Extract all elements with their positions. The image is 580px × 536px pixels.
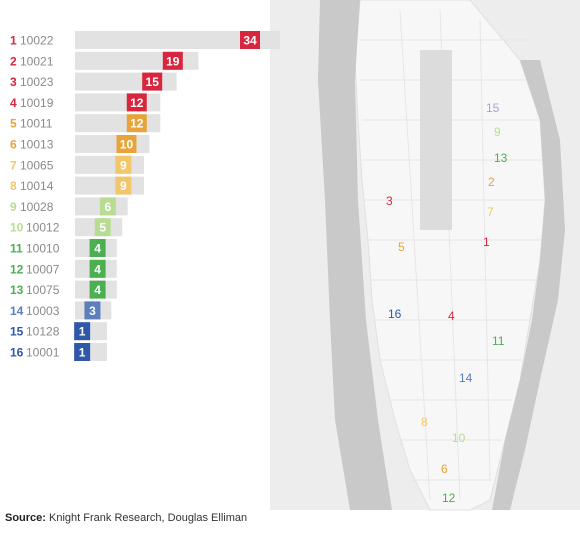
map-zip-label: 6 (441, 462, 448, 476)
data-label: 4 (94, 242, 101, 256)
category-label: 10007 (26, 262, 60, 276)
rank-label: 14 (10, 304, 24, 318)
rank-label: 12 (10, 262, 24, 276)
rank-label: 8 (10, 179, 17, 193)
bar-background (75, 155, 144, 174)
category-label: 10010 (26, 242, 60, 256)
category-label: 10075 (26, 283, 60, 297)
rank-label: 16 (10, 346, 24, 360)
bar (94, 218, 111, 237)
category-label: 10065 (20, 158, 54, 172)
bar (89, 259, 106, 278)
bar (162, 51, 183, 70)
map-zip-label: 13 (494, 151, 508, 165)
data-label: 12 (130, 96, 144, 110)
rank-label: 2 (10, 54, 17, 68)
rank-label: 9 (10, 200, 17, 214)
data-label: 4 (94, 283, 101, 297)
data-label: 4 (94, 262, 101, 276)
category-label: 10014 (20, 179, 54, 193)
map-zip-label: 16 (388, 307, 402, 321)
map-zip-label: 12 (442, 491, 456, 505)
rank-label: 7 (10, 158, 17, 172)
bar (89, 280, 106, 299)
data-label: 19 (166, 54, 180, 68)
map-zip-label: 11 (492, 334, 505, 348)
rank-label: 11 (10, 242, 23, 256)
source-label: Source: (5, 512, 46, 524)
data-label: 6 (105, 200, 112, 214)
bar (74, 322, 91, 341)
map-zip-label: 4 (448, 309, 455, 323)
rank-label: 15 (10, 325, 24, 339)
bar (240, 31, 260, 49)
bar (116, 135, 137, 153)
map-zip-label: 8 (421, 415, 428, 429)
bar (99, 197, 116, 216)
bar-background (75, 176, 144, 195)
category-label: 10001 (26, 346, 60, 360)
bar (84, 301, 101, 320)
category-label: 10012 (26, 221, 60, 235)
map-zip-label: 1 (483, 235, 490, 249)
bar (115, 155, 132, 174)
data-label: 15 (146, 75, 160, 89)
rank-label: 4 (10, 96, 17, 110)
bar-background (75, 31, 280, 49)
map-zip-label: 9 (494, 125, 501, 139)
rank-label: 6 (10, 138, 17, 152)
map-zip-label: 14 (459, 371, 473, 385)
map-zip-label: 7 (487, 205, 494, 219)
category-label: 10022 (20, 34, 54, 48)
map-zip-label: 5 (398, 240, 405, 254)
data-label: 1 (79, 325, 86, 339)
category-label: 10028 (20, 200, 54, 214)
data-label: 34 (243, 34, 257, 48)
bar-background (75, 114, 161, 133)
rank-label: 13 (10, 283, 24, 297)
map-zip-label: 3 (386, 194, 393, 208)
data-label: 10 (120, 138, 134, 152)
category-label: 10011 (20, 117, 53, 131)
category-label: 10019 (20, 96, 54, 110)
bar (74, 343, 91, 361)
data-label: 3 (89, 304, 96, 318)
street-grid (360, 9, 544, 501)
map-zip-label: 15 (486, 101, 500, 115)
data-label: 9 (120, 158, 127, 172)
bar (126, 114, 147, 133)
map-zip-label: 2 (488, 175, 495, 189)
bar (115, 176, 132, 195)
source-text: Knight Frank Research, Douglas Elliman (45, 512, 248, 524)
bar (142, 72, 163, 91)
data-label: 1 (79, 346, 86, 360)
category-label: 10128 (26, 325, 60, 339)
category-label: 10023 (20, 75, 54, 89)
east-river (492, 60, 565, 510)
rank-label: 10 (10, 221, 24, 235)
central-park (420, 50, 452, 230)
hudson-river (318, 0, 392, 510)
category-label: 10013 (20, 138, 54, 152)
map-zip-label: 10 (452, 431, 466, 445)
bar-background (75, 135, 150, 153)
category-label: 10003 (26, 304, 60, 318)
category-label: 10021 (20, 54, 54, 68)
rank-label: 1 (10, 34, 17, 48)
rank-label: 5 (10, 117, 17, 131)
data-label: 12 (130, 117, 144, 131)
bar (89, 239, 106, 257)
data-label: 5 (99, 221, 106, 235)
bar-background (75, 93, 161, 112)
source-note: Source: Knight Frank Research, Douglas E… (5, 512, 247, 524)
data-label: 9 (120, 179, 127, 193)
rank-label: 3 (10, 75, 17, 89)
bar (126, 93, 147, 112)
